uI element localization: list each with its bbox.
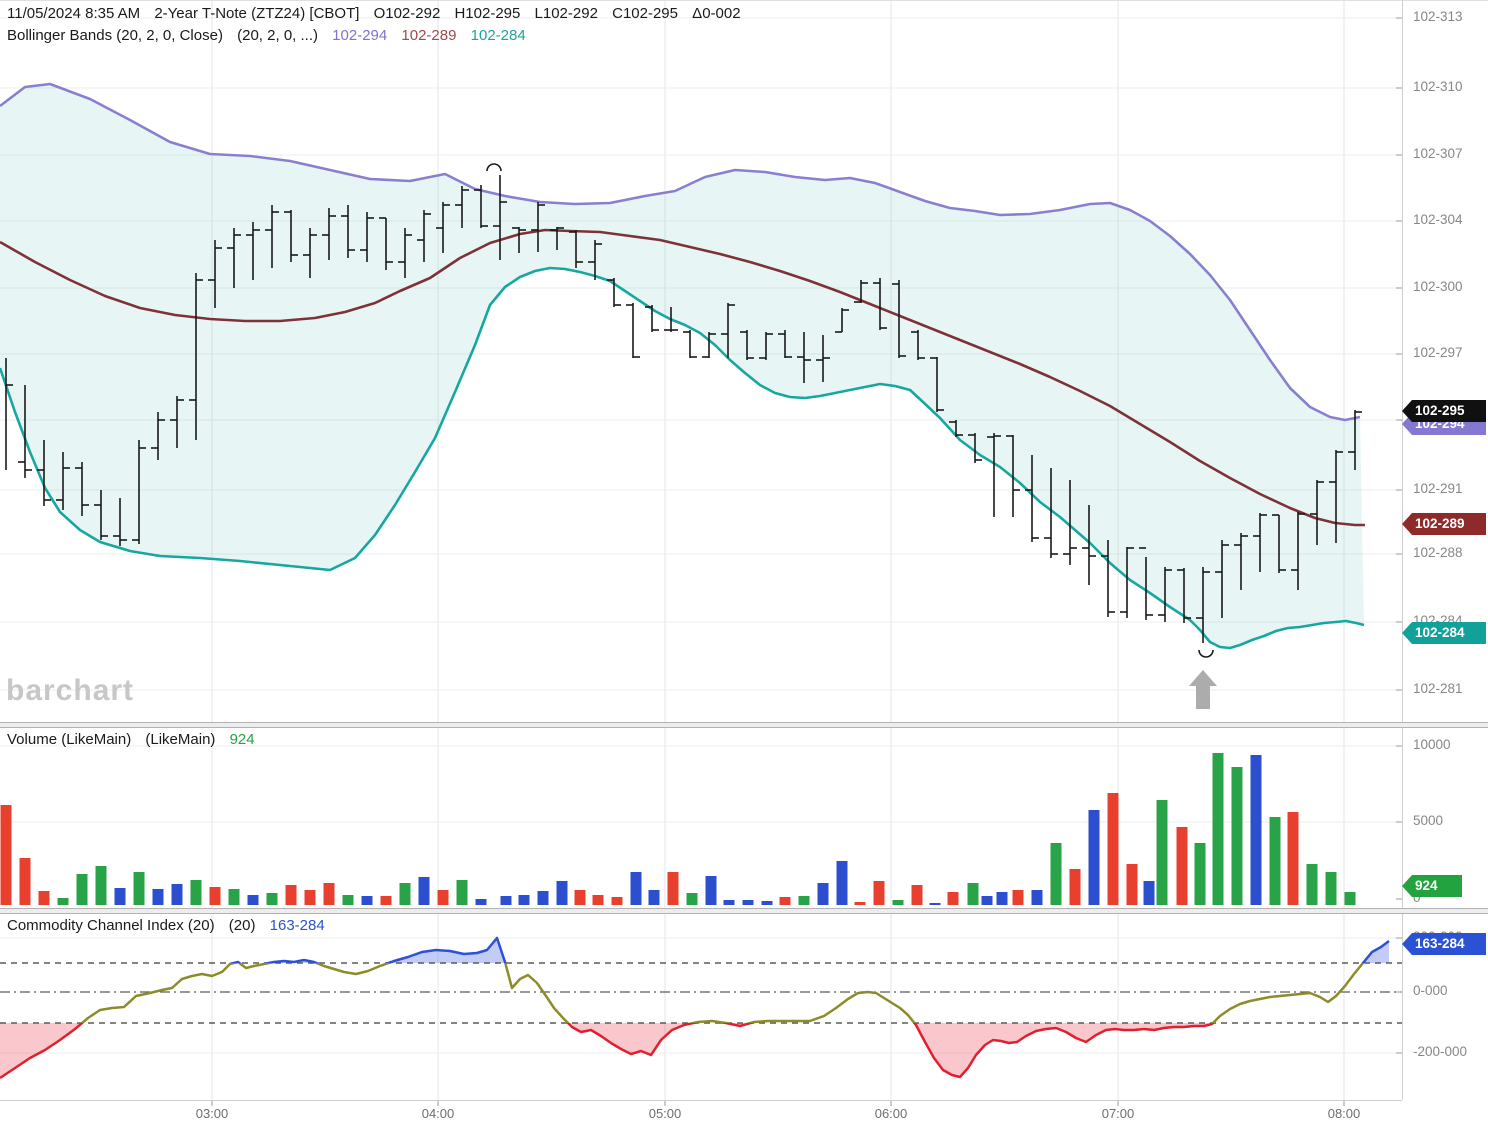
price-axis-label: 102-300 [1413, 279, 1463, 294]
time-axis-label: 08:00 [1327, 1106, 1361, 1121]
barchart-watermark: barchart [6, 674, 135, 707]
bollinger-label-2[interactable]: (20, 2, 0, ...) [237, 27, 318, 44]
quote-open: O102-292 [373, 5, 441, 22]
price-axis-label: 102-288 [1413, 545, 1463, 560]
price-axis-label: 102-307 [1413, 146, 1463, 161]
quote-datetime: 11/05/2024 8:35 AM [7, 5, 141, 22]
cci-label-2[interactable]: (20) [228, 917, 256, 934]
cci-header: Commodity Channel Index (20) (20) 163-28… [7, 917, 335, 934]
bollinger-legend: Bollinger Bands (20, 2, 0, Close) (20, 2… [7, 27, 536, 44]
quote-close: C102-295 [612, 5, 678, 22]
cci-badge: 163-284 [1402, 933, 1486, 955]
bollinger-upper-value: 102-294 [332, 27, 388, 44]
quote-high: H102-295 [454, 5, 521, 22]
time-axis-label: 05:00 [648, 1106, 682, 1121]
volume-label[interactable]: Volume (LikeMain) [7, 731, 132, 748]
time-axis-label: 04:00 [421, 1106, 455, 1121]
lower-band-badge: 102-284 [1402, 622, 1486, 644]
time-axis-label: 07:00 [1101, 1106, 1135, 1121]
panel-separator-volume[interactable] [0, 722, 1488, 728]
cci-axis-label: 0-000 [1413, 983, 1448, 998]
quote-header: 11/05/2024 8:35 AM 2-Year T-Note (ZTZ24)… [7, 5, 751, 22]
volume-axis-label: 10000 [1413, 737, 1451, 752]
bollinger-lower-value: 102-284 [470, 27, 526, 44]
x-axis-border [0, 1100, 1402, 1101]
volume-badge: 924 [1402, 875, 1462, 897]
cci-value: 163-284 [269, 917, 325, 934]
last-price-badge: 102-295 [1402, 400, 1486, 422]
y-axis-border [1402, 0, 1403, 1100]
quote-low: L102-292 [534, 5, 598, 22]
price-axis-label: 102-313 [1413, 9, 1463, 24]
volume-label-2[interactable]: (LikeMain) [145, 731, 216, 748]
time-axis-label: 03:00 [195, 1106, 229, 1121]
price-axis-label: 102-310 [1413, 79, 1463, 94]
cci-label[interactable]: Commodity Channel Index (20) [7, 917, 215, 934]
middle-band-badge: 102-289 [1402, 513, 1486, 535]
bollinger-middle-value: 102-289 [401, 27, 457, 44]
bollinger-label[interactable]: Bollinger Bands (20, 2, 0, Close) [7, 27, 223, 44]
panel-separator-cci[interactable] [0, 908, 1488, 914]
quote-change: Δ0-002 [692, 5, 741, 22]
time-axis-label: 06:00 [874, 1106, 908, 1121]
volume-axis-label: 5000 [1413, 813, 1444, 828]
volume-header: Volume (LikeMain) (LikeMain) 924 [7, 731, 265, 748]
price-axis-label: 102-304 [1413, 212, 1463, 227]
cci-axis-label: -200-000 [1413, 1044, 1468, 1059]
price-axis-label: 102-281 [1413, 681, 1463, 696]
volume-value: 924 [229, 731, 255, 748]
volume-axis-label: 0 [1413, 890, 1421, 905]
price-axis-label: 102-291 [1413, 481, 1463, 496]
quote-instrument: 2-Year T-Note (ZTZ24) [CBOT] [154, 5, 360, 22]
price-axis-label: 102-297 [1413, 345, 1463, 360]
